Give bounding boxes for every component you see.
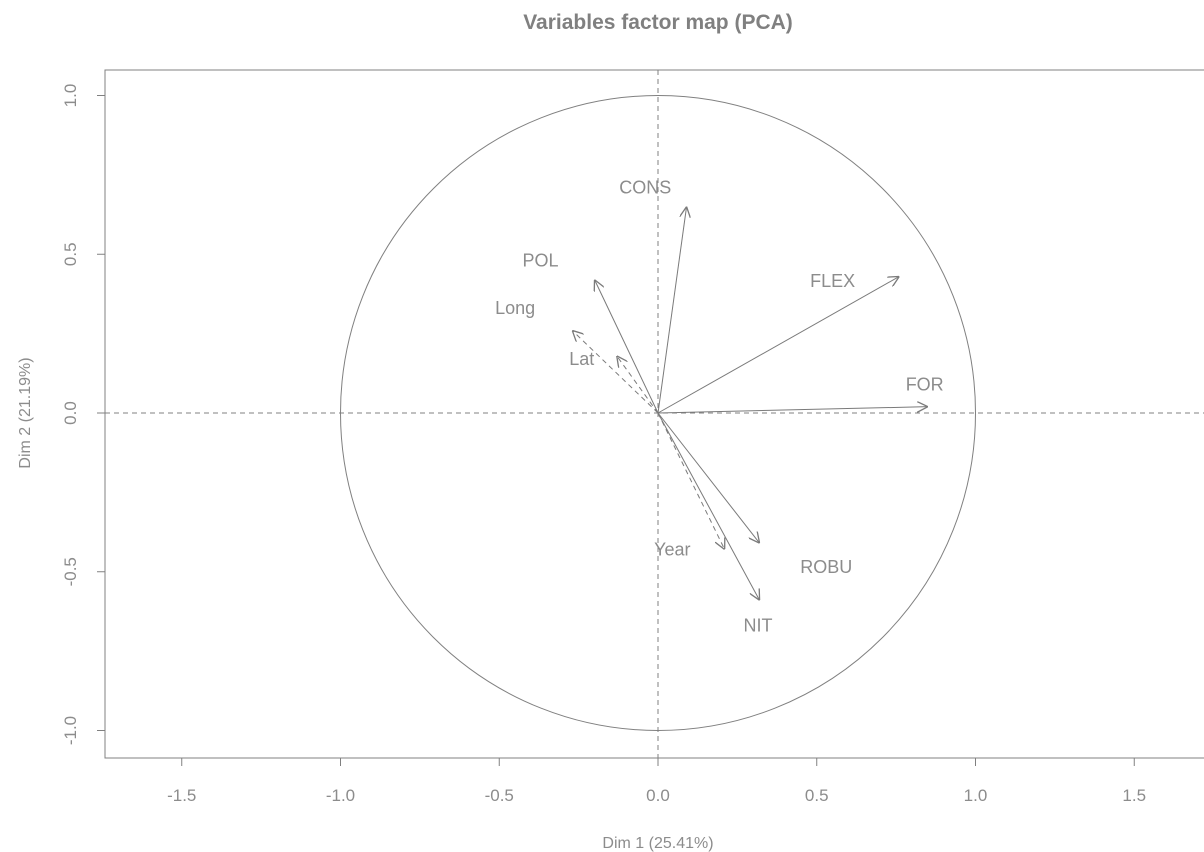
y-tick-label: 1.0 <box>61 84 80 108</box>
x-tick-label: -1.0 <box>326 786 355 805</box>
label-pol: POL <box>523 251 559 271</box>
y-tick-label: 0.0 <box>61 401 80 425</box>
arrow-flex <box>657 276 899 414</box>
label-flex: FLEX <box>810 271 855 291</box>
x-tick-label: -1.5 <box>167 786 196 805</box>
arrow-long <box>572 330 659 414</box>
plot-area: -1.5 -1.0 -0.5 0.0 0.5 1.0 1.5 -1.0 -0.5 0.0 0.5 1.… <box>61 70 1204 805</box>
x-tick-label: 0.5 <box>805 786 829 805</box>
arrow-pol <box>595 280 659 414</box>
x-tick-label: 1.0 <box>964 786 988 805</box>
x-axis-label: Dim 1 (25.41%) <box>602 835 713 852</box>
label-nit: NIT <box>744 616 773 636</box>
chart-title: Variables factor map (PCA) <box>523 11 793 34</box>
label-for: FOR <box>906 374 944 394</box>
arrow-lat <box>617 356 659 414</box>
y-axis-label: Dim 2 (21.19%) <box>17 357 34 468</box>
x-tick-label: 1.5 <box>1122 786 1146 805</box>
label-year: Year <box>654 540 690 560</box>
y-tick-label: 0.5 <box>61 242 80 266</box>
label-lat: Lat <box>569 349 594 369</box>
arrow-nit <box>657 412 760 600</box>
arrow-year <box>657 412 725 550</box>
x-tick-label: 0.0 <box>646 786 670 805</box>
plot-frame <box>104 69 1204 759</box>
arrow-robu <box>657 412 760 543</box>
arrow-cons <box>657 207 687 414</box>
y-tick-label: -1.0 <box>61 716 80 745</box>
label-long: Long <box>495 298 535 318</box>
x-tick-label: -0.5 <box>485 786 514 805</box>
label-cons: CONS <box>619 178 671 198</box>
arrow-for <box>657 407 928 414</box>
y-tick-label: -0.5 <box>61 557 80 586</box>
label-robu: ROBU <box>800 557 852 577</box>
correlation-circle <box>340 95 976 731</box>
